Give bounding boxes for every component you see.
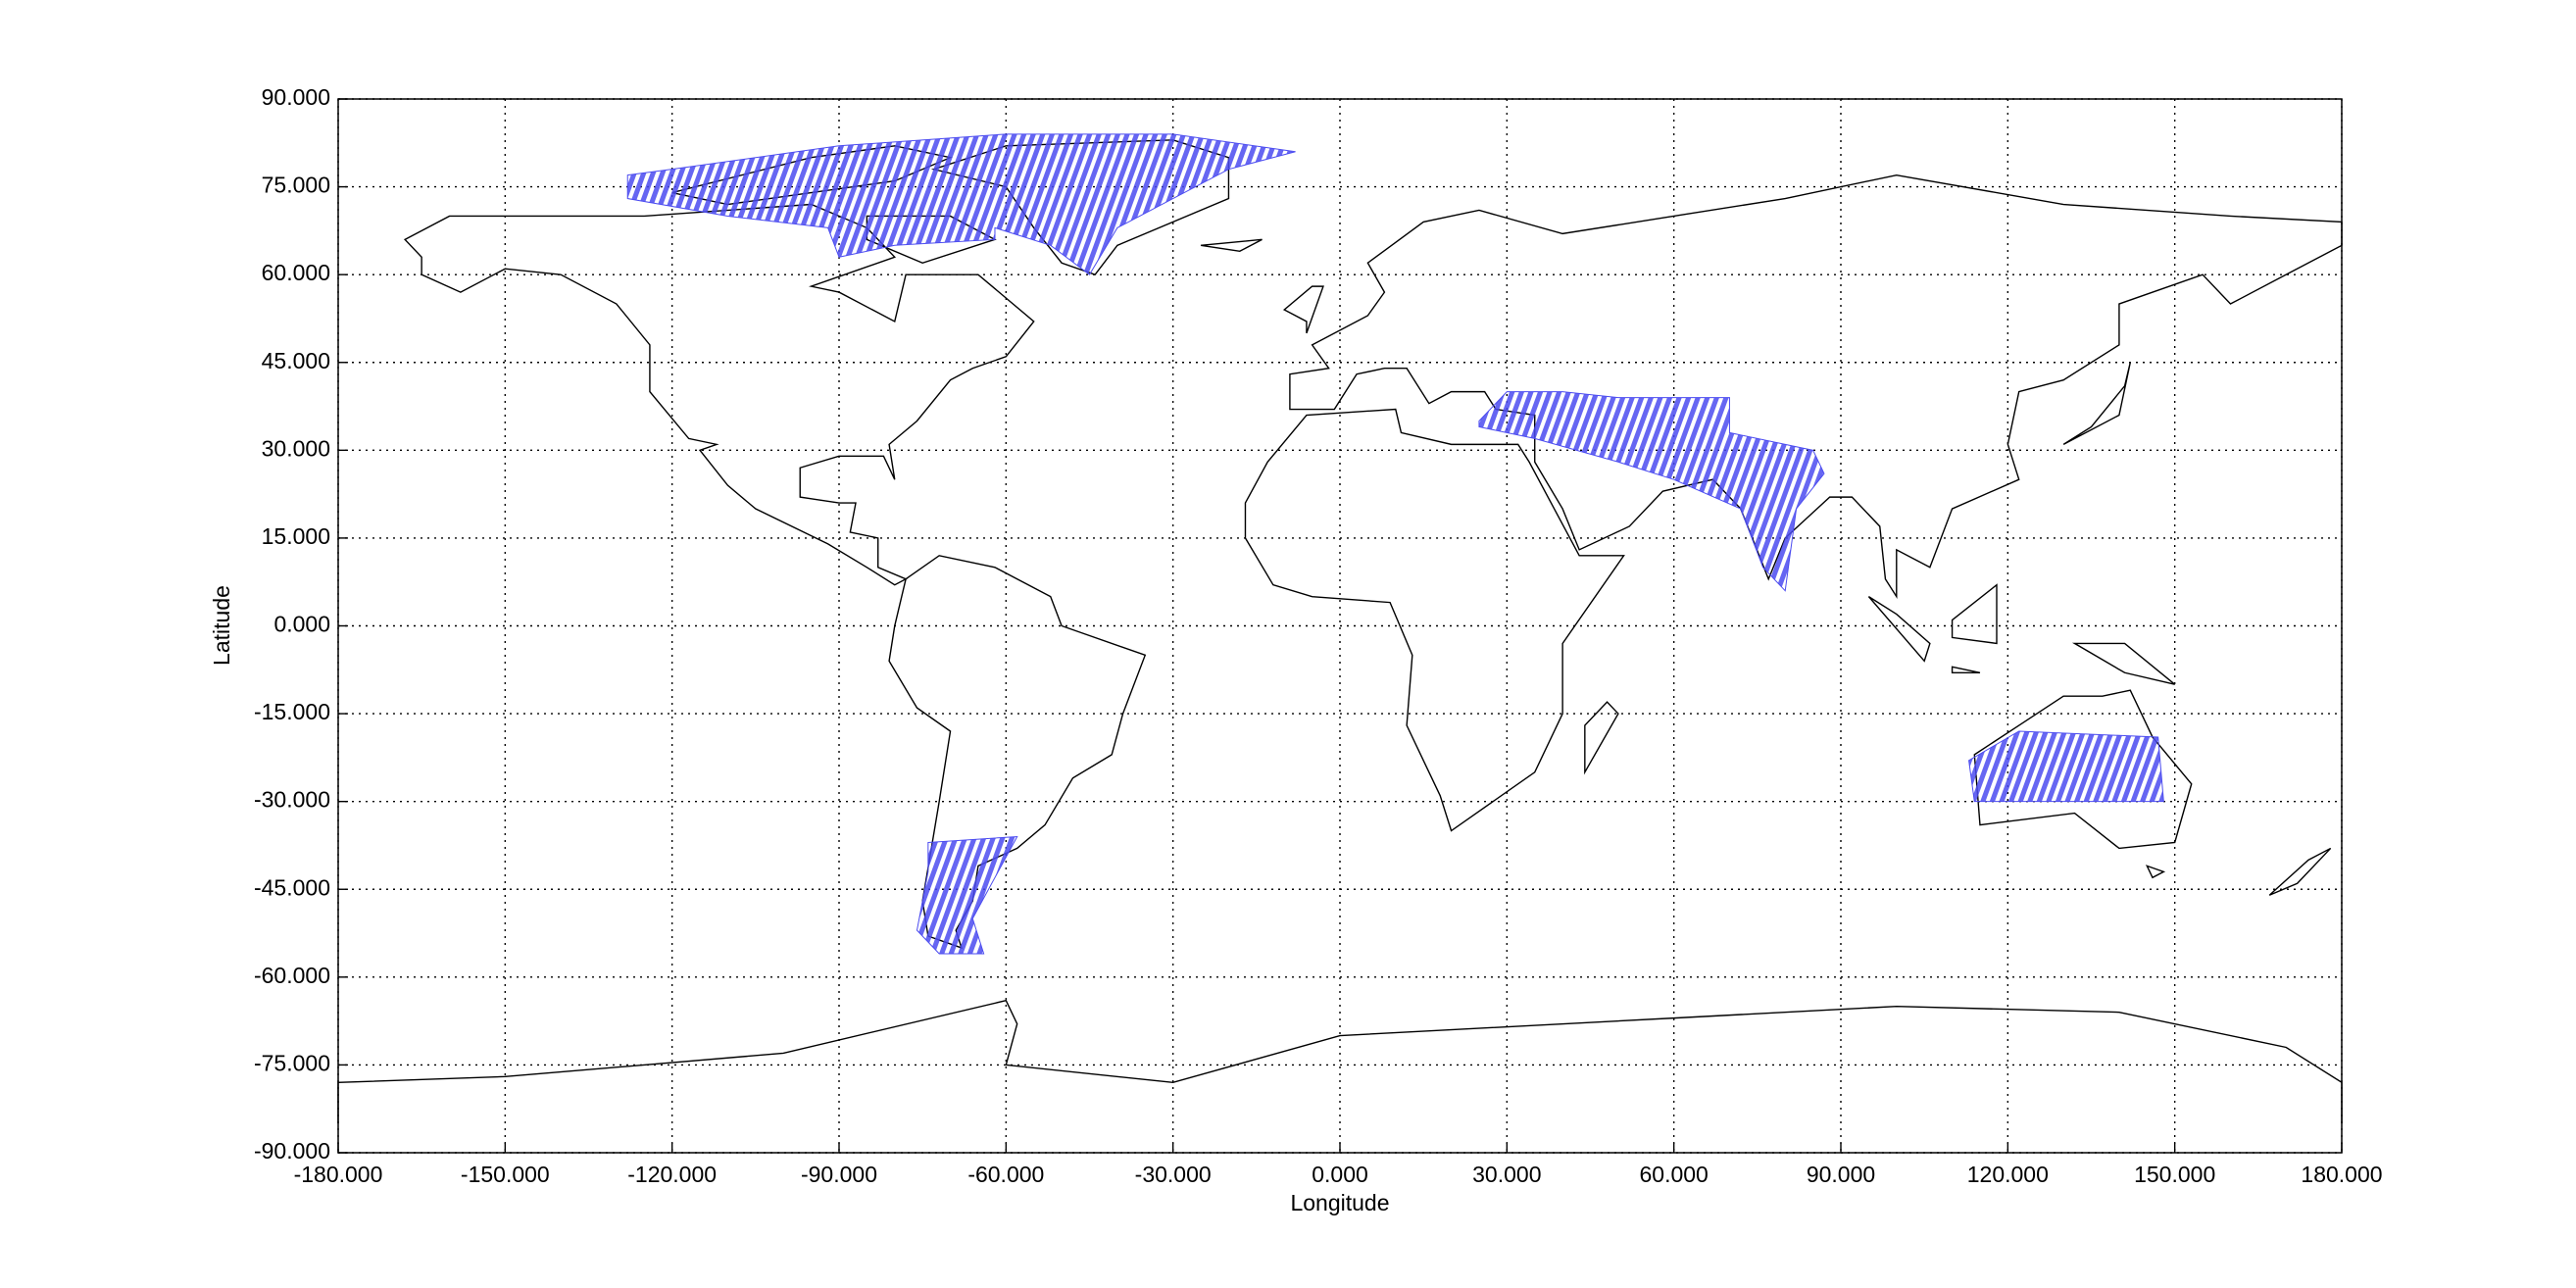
x-tick-label: 180.000	[2301, 1162, 2382, 1187]
swath-region	[1478, 391, 1825, 592]
x-tick-label: -90.000	[801, 1162, 877, 1187]
x-tick-label: -180.000	[294, 1162, 383, 1187]
coastline	[338, 1001, 2342, 1123]
x-tick-label: 30.000	[1472, 1162, 1541, 1187]
coastline	[1974, 690, 2191, 877]
swath-region	[626, 133, 1296, 275]
y-tick-label: 30.000	[262, 435, 330, 461]
y-tick-label: 75.000	[262, 173, 330, 198]
coastline	[1201, 239, 2331, 895]
y-tick-label: -45.000	[254, 874, 330, 900]
y-tick-label: 45.000	[262, 348, 330, 373]
y-tick-label: 90.000	[262, 84, 330, 110]
coastline	[1245, 410, 1623, 831]
x-tick-label: 90.000	[1807, 1162, 1875, 1187]
x-tick-label: -120.000	[627, 1162, 717, 1187]
x-tick-label: -150.000	[461, 1162, 550, 1187]
x-tick-label: 60.000	[1639, 1162, 1708, 1187]
x-tick-label: -60.000	[967, 1162, 1044, 1187]
y-tick-label: -15.000	[254, 699, 330, 724]
y-tick-label: -75.000	[254, 1050, 330, 1075]
y-tick-label: 15.000	[262, 523, 330, 549]
x-axis-label: Longitude	[1290, 1190, 1389, 1215]
y-tick-label: 60.000	[262, 260, 330, 285]
y-tick-label: -60.000	[254, 963, 330, 988]
y-tick-label: -30.000	[254, 787, 330, 813]
swath-region	[1968, 730, 2164, 803]
coastline	[405, 205, 1034, 585]
swaths	[626, 133, 2164, 955]
y-axis-label: Latitude	[209, 585, 234, 666]
y-tick-label: 0.000	[273, 612, 330, 637]
y-tick-label: -90.000	[254, 1138, 330, 1164]
x-tick-label: 0.000	[1312, 1162, 1368, 1187]
x-tick-label: 120.000	[1967, 1162, 2049, 1187]
swath-region	[916, 835, 1018, 955]
x-tick-label: -30.000	[1135, 1162, 1212, 1187]
x-tick-label: 150.000	[2134, 1162, 2215, 1187]
